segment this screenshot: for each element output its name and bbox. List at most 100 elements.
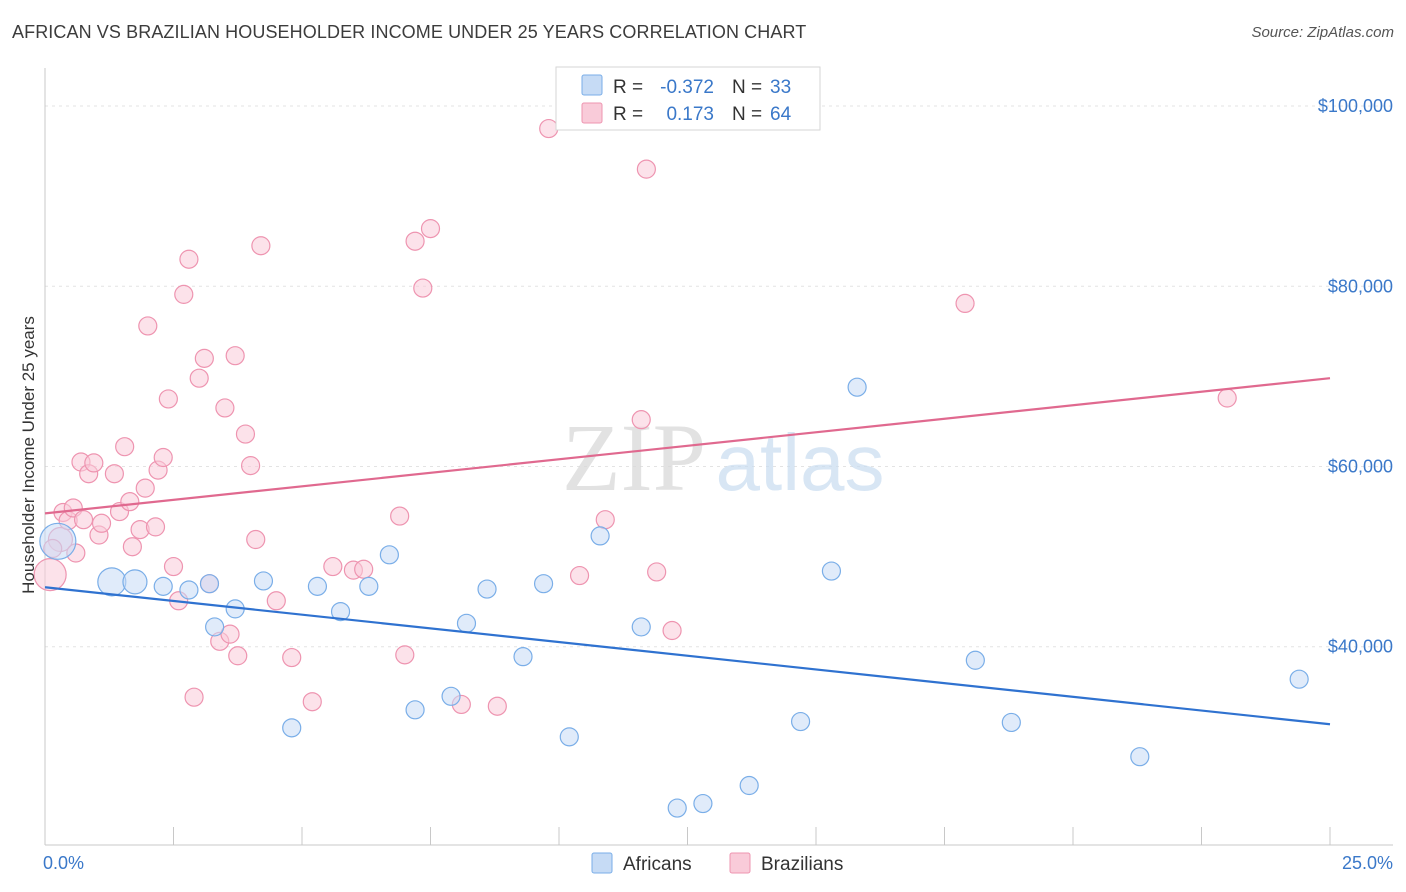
brazilians-point bbox=[91, 513, 112, 533]
legend-r-label-brazilians: R = bbox=[613, 104, 643, 125]
brazilians-point bbox=[84, 453, 104, 473]
africans-point bbox=[477, 579, 497, 599]
brazilians-point bbox=[225, 346, 245, 366]
africans-point bbox=[533, 574, 554, 594]
africans-point bbox=[405, 700, 425, 720]
series-legend-swatch-brazilians bbox=[729, 852, 751, 874]
brazilians-point bbox=[174, 284, 194, 304]
axes bbox=[44, 68, 1393, 846]
brazilians-point bbox=[251, 236, 271, 256]
brazilians-point bbox=[145, 517, 166, 537]
brazilians-point bbox=[228, 646, 248, 666]
africans-point bbox=[379, 545, 399, 565]
africans-point bbox=[631, 617, 651, 637]
brazilians-point bbox=[647, 562, 667, 582]
y-tick-labels: $40,000 $60,000 $80,000 $100,000 bbox=[1318, 96, 1393, 657]
x-tick-label-max: 25.0% bbox=[1342, 853, 1393, 873]
y-tick-label: $40,000 bbox=[1328, 637, 1393, 657]
africans-point bbox=[199, 574, 220, 594]
legend-n-value-africans: 33 bbox=[770, 77, 791, 98]
africans-point bbox=[330, 601, 351, 622]
africans-point bbox=[821, 561, 842, 581]
legend-n-label-brazilians: N = bbox=[732, 104, 762, 125]
brazilians-point bbox=[104, 464, 124, 484]
africans-point bbox=[965, 650, 985, 670]
africans-point bbox=[1130, 747, 1150, 767]
brazilians-point bbox=[636, 159, 656, 179]
brazilians-point bbox=[354, 559, 374, 579]
brazilians-point bbox=[539, 118, 559, 139]
y-tick-label: $100,000 bbox=[1318, 96, 1393, 116]
brazilians-point bbox=[153, 447, 173, 468]
brazilians-point bbox=[184, 687, 204, 707]
africans-point bbox=[122, 569, 148, 595]
brazilians-point bbox=[115, 437, 135, 457]
legend-r-label-africans: R = bbox=[613, 77, 643, 98]
africans-point bbox=[559, 727, 579, 747]
brazilians-point bbox=[266, 591, 286, 611]
africans-point bbox=[1289, 669, 1309, 689]
africans-point bbox=[739, 775, 759, 796]
brazilians-point bbox=[189, 368, 209, 388]
x-tick-label-min: 0.0% bbox=[43, 853, 84, 873]
brazilians-point bbox=[194, 348, 214, 368]
brazilians-point bbox=[405, 231, 425, 251]
africans-point bbox=[253, 571, 274, 591]
brazilians-point bbox=[135, 478, 155, 498]
africans-point bbox=[441, 686, 461, 706]
series-legend-label-africans: Africans bbox=[623, 854, 692, 875]
africans-point bbox=[667, 798, 687, 818]
gridlines bbox=[45, 105, 1393, 648]
y-tick-label: $80,000 bbox=[1328, 276, 1393, 296]
trend-lines bbox=[44, 377, 1331, 726]
chart-title: AFRICAN VS BRAZILIAN HOUSEHOLDER INCOME … bbox=[12, 22, 807, 42]
brazilians-point bbox=[420, 219, 441, 239]
brazilians-point bbox=[120, 492, 140, 512]
legend-swatch-africans bbox=[581, 74, 603, 96]
source-label: Source: ZipAtlas.com bbox=[1251, 24, 1394, 41]
brazilians-point bbox=[215, 398, 235, 418]
brazilians-point bbox=[33, 558, 67, 592]
africans-point bbox=[282, 718, 302, 738]
brazilians-point bbox=[235, 424, 256, 444]
y-axis-title: Householder Income Under 25 years bbox=[19, 316, 38, 594]
brazilians-trend-line bbox=[44, 377, 1331, 515]
y-tick-label: $60,000 bbox=[1328, 457, 1393, 477]
brazilians-point bbox=[220, 624, 240, 644]
watermark-atlas: atlas bbox=[716, 418, 885, 507]
brazilians-point bbox=[413, 278, 433, 298]
africans-point bbox=[179, 580, 199, 600]
africans-point bbox=[847, 377, 867, 397]
africans-point bbox=[205, 617, 225, 637]
brazilians-point bbox=[241, 456, 261, 476]
legend-n-label-africans: N = bbox=[732, 77, 762, 98]
brazilians-point bbox=[163, 556, 184, 577]
africans-point bbox=[513, 647, 533, 667]
brazilians-point bbox=[323, 556, 343, 577]
legend-n-value-brazilians: 64 bbox=[770, 104, 792, 125]
brazilians-point bbox=[158, 389, 178, 409]
brazilians-point bbox=[246, 529, 266, 550]
africans-point bbox=[790, 711, 811, 732]
africans-point bbox=[590, 526, 610, 546]
brazilians-point bbox=[595, 510, 615, 530]
correlation-legend: R = -0.372 N = 33 R = 0.173 N = 64 bbox=[555, 66, 821, 131]
africans-trend-line bbox=[44, 586, 1331, 726]
brazilians-point bbox=[282, 647, 302, 668]
africans-point bbox=[307, 576, 328, 596]
brazilians-point bbox=[955, 293, 975, 314]
brazilians-point bbox=[569, 565, 590, 586]
legend-swatch-brazilians bbox=[581, 102, 603, 124]
brazilians-point bbox=[179, 249, 199, 269]
africans-point bbox=[359, 576, 379, 596]
brazilians-point bbox=[1217, 388, 1237, 408]
africans-point bbox=[693, 793, 713, 814]
brazilians-point bbox=[302, 692, 322, 712]
africans-point bbox=[456, 613, 477, 633]
brazilians-point bbox=[395, 645, 415, 665]
series-legend: Africans Brazilians bbox=[591, 852, 843, 875]
brazilians-point bbox=[487, 696, 507, 716]
brazilians-point bbox=[138, 316, 158, 336]
africans-point bbox=[97, 567, 127, 597]
